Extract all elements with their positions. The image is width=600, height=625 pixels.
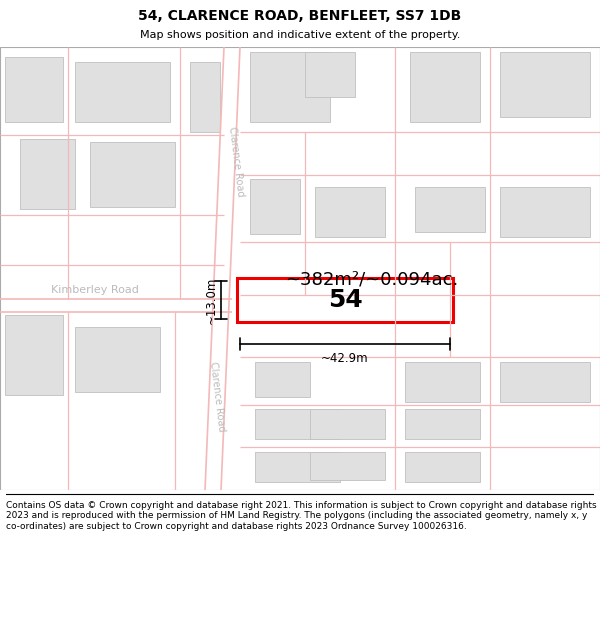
Bar (410, 52, 480, 122)
Text: 54: 54 (328, 288, 362, 312)
Bar (255, 452, 340, 482)
Bar (5, 57, 63, 122)
Bar (255, 362, 310, 397)
Bar (5, 315, 63, 395)
Text: ~42.9m: ~42.9m (321, 352, 369, 365)
Bar (415, 187, 485, 232)
Bar (405, 409, 480, 439)
Bar (500, 52, 590, 117)
Bar (500, 187, 590, 237)
Text: ~13.0m: ~13.0m (205, 276, 218, 324)
Bar (310, 452, 385, 480)
Bar (75, 62, 170, 122)
Text: Clarence Road: Clarence Road (208, 361, 226, 432)
Bar (500, 362, 590, 402)
Bar (305, 52, 355, 97)
Text: Map shows position and indicative extent of the property.: Map shows position and indicative extent… (140, 30, 460, 40)
Bar (190, 62, 220, 132)
Bar (310, 409, 385, 439)
Bar (237, 278, 453, 322)
Bar (250, 179, 300, 234)
Bar (75, 327, 160, 392)
Bar (315, 187, 385, 237)
Bar (20, 139, 75, 209)
Bar (405, 452, 480, 482)
Text: Clarence Road: Clarence Road (227, 126, 245, 198)
Text: Contains OS data © Crown copyright and database right 2021. This information is : Contains OS data © Crown copyright and d… (6, 501, 596, 531)
Text: ~382m²/~0.094ac.: ~382m²/~0.094ac. (285, 270, 458, 288)
Bar (255, 409, 340, 439)
Bar (250, 52, 330, 122)
Text: Kimberley Road: Kimberley Road (51, 285, 139, 295)
Bar (405, 362, 480, 402)
Text: 54, CLARENCE ROAD, BENFLEET, SS7 1DB: 54, CLARENCE ROAD, BENFLEET, SS7 1DB (139, 9, 461, 23)
Bar (90, 142, 175, 207)
